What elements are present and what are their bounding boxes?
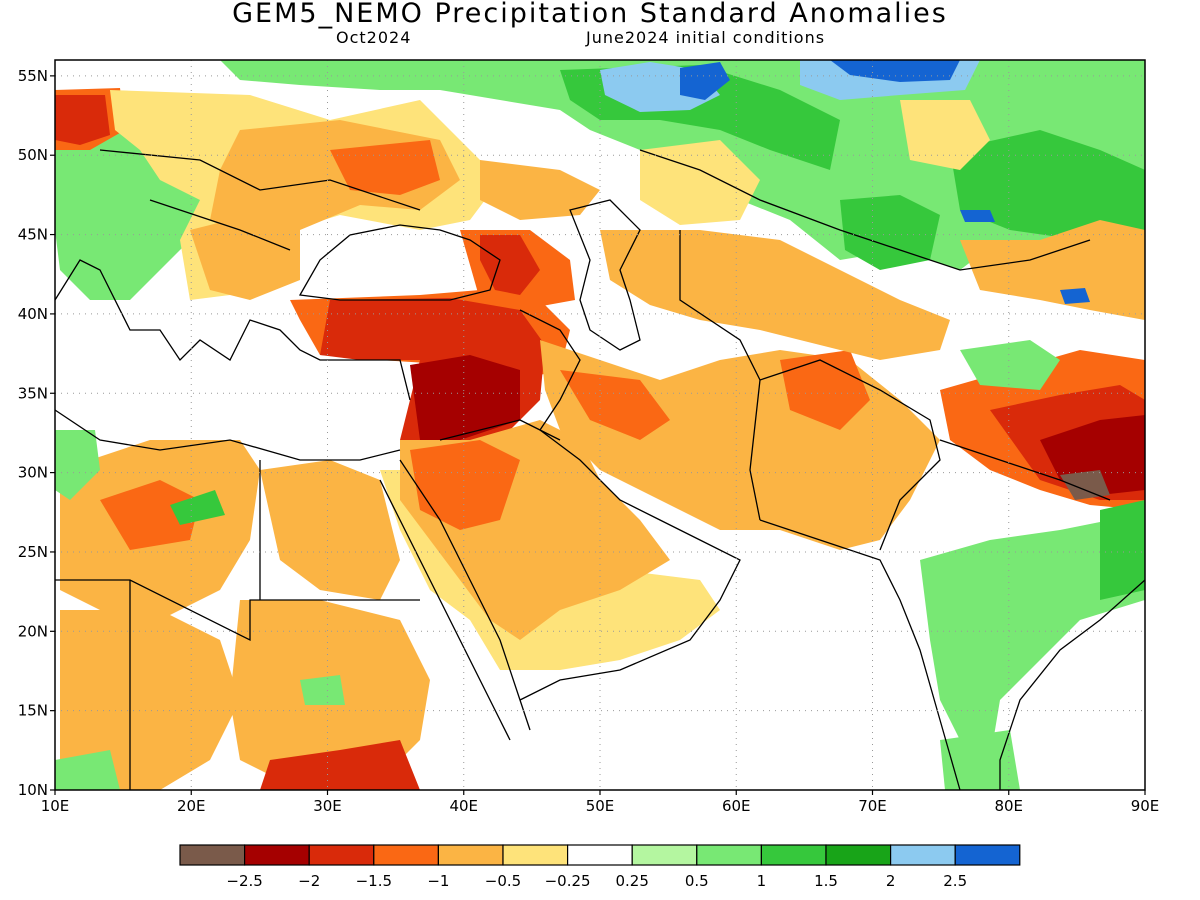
anomaly-region-iran-darkorange — [560, 370, 670, 440]
lon-tick-label-2: 30E — [313, 797, 342, 815]
legend-label-2: −1.5 — [356, 872, 392, 890]
anomaly-region-sudan-green — [300, 675, 345, 705]
map-title: GEM5_NEMO Precipitation Standard Anomali… — [232, 0, 948, 29]
lat-tick-label-6: 40N — [18, 305, 48, 323]
legend-swatch-2 — [308, 844, 375, 866]
anomaly-region-caucasus-red — [480, 235, 540, 295]
legend-swatch-0 — [179, 844, 246, 866]
legend-swatch-12 — [954, 844, 1021, 866]
legend-label-4: −0.5 — [485, 872, 521, 890]
lon-tick-label-4: 50E — [586, 797, 615, 815]
legend-label-7: 0.5 — [685, 872, 709, 890]
lat-tick-label-5: 35N — [18, 384, 48, 402]
anomaly-region-russia-orange — [480, 160, 600, 220]
anomaly-region-egypt-orange — [260, 460, 400, 600]
anomaly-region-africa-sw-green — [55, 750, 120, 790]
legend-swatch-9 — [760, 844, 827, 866]
legend-label-0: −2.5 — [226, 872, 262, 890]
anomaly-region-ural-darkblue — [680, 62, 730, 100]
anomaly-region-india-darkgreen — [1100, 500, 1145, 600]
anomaly-region-central-asia-yellow — [640, 140, 760, 225]
legend-label-6: 0.25 — [615, 872, 648, 890]
initial-conditions-label: June2024 initial conditions — [586, 28, 826, 47]
anomaly-region-kazakh-yellow — [900, 100, 990, 170]
legend-swatch-3 — [373, 844, 439, 866]
anomaly-region-sahara-orange — [60, 610, 240, 790]
lat-tick-label-7: 45N — [18, 226, 48, 244]
lat-tick-label-1: 15N — [18, 702, 48, 720]
anomaly-region-mongolia-orange — [960, 220, 1145, 320]
anomaly-region-kyrgyz-blue — [960, 210, 995, 222]
anomaly-region-central-asia-orange — [600, 230, 950, 360]
legend-swatch-7 — [631, 844, 698, 866]
lon-tick-label-1: 20E — [177, 797, 206, 815]
anomaly-region-central-europe-red — [55, 95, 110, 145]
coastlines — [55, 149, 1145, 790]
anomaly-region-libya-green — [170, 490, 225, 525]
valid-month-label: Oct2024 — [336, 28, 412, 47]
legend-swatch-1 — [244, 844, 310, 866]
anomaly-region-arabia-darkorange — [410, 440, 520, 530]
anomaly-region-syria-darkred — [410, 355, 520, 440]
legend-label-3: −1 — [427, 872, 449, 890]
anomaly-region-ethiopia-red — [260, 740, 420, 790]
legend-swatch-10 — [825, 844, 892, 866]
anomaly-region-afghan-darkorange — [780, 350, 870, 430]
anomaly-region-himalaya-brown — [1060, 470, 1110, 500]
lon-tick-label-3: 40E — [449, 797, 478, 815]
latitude-axis: 10N 15N 20N 25N 30N 35N 40N 45N 50N 55N — [18, 67, 55, 799]
anomaly-region-libya-darkorange — [100, 480, 200, 550]
lat-tick-label-0: 10N — [18, 781, 48, 799]
lon-tick-label-6: 70E — [858, 797, 887, 815]
lon-tick-label-5: 60E — [722, 797, 751, 815]
lon-tick-label-0: 10E — [41, 797, 70, 815]
legend-label-1: −2 — [298, 872, 320, 890]
longitude-axis: 10E 20E 30E 40E 50E 60E 70E 80E 90E — [41, 790, 1160, 815]
anomaly-region-siberia-darkblue — [830, 60, 960, 82]
legend-swatch-11 — [889, 844, 956, 866]
lon-tick-label-8: 90E — [1131, 797, 1160, 815]
anomaly-region-kazakh-green — [840, 195, 940, 270]
anomaly-region-balkans-orange — [190, 215, 300, 300]
anomaly-region-africa-west-green — [55, 430, 100, 500]
lon-tick-label-7: 80E — [994, 797, 1023, 815]
anomaly-region-india-green — [920, 510, 1145, 760]
legend-label-8: 1 — [757, 872, 767, 890]
legend-swatch-5 — [502, 844, 569, 866]
anomaly-fill — [55, 60, 1145, 790]
lat-tick-label-4: 30N — [18, 464, 48, 482]
legend-label-9: 1.5 — [814, 872, 838, 890]
legend-swatch-6 — [566, 844, 633, 866]
legend-label-5: −0.25 — [545, 872, 591, 890]
lat-tick-label-9: 55N — [18, 67, 48, 85]
legend-swatch-8 — [696, 844, 762, 866]
anomaly-region-xinjiang-blue — [1060, 288, 1090, 304]
anomaly-region-siberia-green — [950, 130, 1145, 240]
anomaly-region-ukraine-darkorange — [330, 140, 440, 195]
anomaly-region-tibet-green — [960, 340, 1060, 390]
legend-swatch-4 — [437, 844, 504, 866]
lat-tick-label-3: 25N — [18, 543, 48, 561]
lat-tick-label-2: 20N — [18, 622, 48, 640]
legend-label-11: 2.5 — [943, 872, 967, 890]
color-legend: −2.5 −2 −1.5 −1 −0.5 −0.25 0.25 0.5 1 1.5 2 2.5 — [179, 844, 1021, 890]
legend-label-10: 2 — [886, 872, 896, 890]
lat-tick-label-8: 50N — [18, 146, 48, 164]
